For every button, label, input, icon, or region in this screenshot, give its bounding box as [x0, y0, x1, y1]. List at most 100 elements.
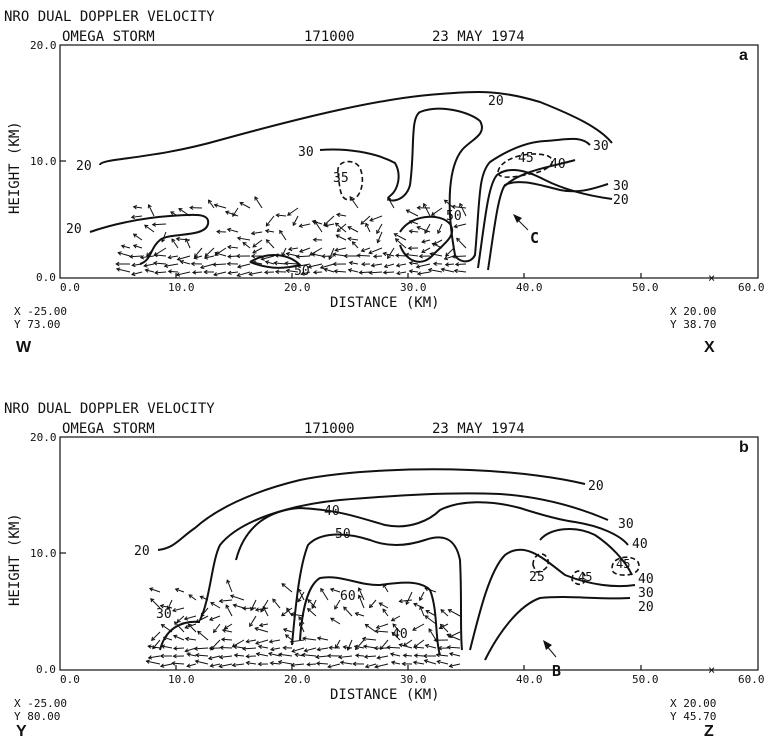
- wind-vector-head: [427, 267, 433, 273]
- wind-vector: [219, 599, 233, 602]
- wind-vector: [146, 660, 161, 665]
- wind-vector-head: [218, 654, 224, 660]
- wind-vector-head: [290, 662, 295, 668]
- wind-vector: [291, 663, 305, 666]
- wind-vector-head: [389, 652, 395, 657]
- wind-vector: [396, 271, 407, 275]
- wind-vector-head: [432, 261, 438, 266]
- wind-vector: [265, 261, 275, 265]
- wind-vector: [384, 263, 395, 268]
- wind-vector: [266, 239, 275, 249]
- wind-vector-head: [358, 270, 363, 275]
- wind-vector: [439, 623, 449, 629]
- wind-vector-head: [298, 616, 303, 621]
- panel-letter: a: [739, 47, 748, 64]
- wind-vector: [286, 253, 299, 257]
- wind-vector-head: [448, 663, 453, 668]
- ground-marker: ×: [708, 663, 715, 677]
- wind-vector: [232, 207, 239, 217]
- wind-vector: [314, 220, 323, 233]
- wind-vector: [391, 615, 401, 622]
- wind-vector-head: [184, 648, 189, 653]
- wind-vector: [121, 245, 131, 249]
- end-x-coord: X 20.00: [670, 697, 717, 710]
- wind-vector: [364, 655, 377, 658]
- x-tick-label: 10.0: [168, 281, 195, 294]
- wind-vector: [291, 647, 305, 653]
- wind-vector: [152, 223, 167, 226]
- wind-vector-head: [144, 224, 149, 229]
- wind-vector-head: [360, 248, 366, 253]
- wind-vector-head: [339, 660, 345, 665]
- contour-label: 40: [324, 504, 340, 519]
- wind-vector: [272, 598, 281, 609]
- wind-vector-head: [213, 203, 219, 208]
- wind-vector-head: [311, 219, 317, 225]
- wind-vector: [239, 202, 251, 209]
- wind-vector: [375, 630, 389, 633]
- wind-vector-head: [398, 598, 403, 604]
- contour-label: 45: [518, 151, 534, 166]
- wind-vector: [168, 255, 179, 259]
- y-tick-label: 10.0: [30, 547, 57, 560]
- x-tick-label: 50.0: [632, 673, 659, 686]
- wind-vector-head: [335, 212, 341, 218]
- wind-vector: [149, 588, 161, 593]
- wind-vector: [132, 263, 143, 266]
- wind-vector: [302, 654, 317, 657]
- wind-vector: [204, 247, 215, 257]
- end-y-coord: Y 45.70: [670, 710, 717, 723]
- panel-a-plot: × 20 20 20 30 30 35 45 40 30 20 50 50 C: [59, 44, 759, 285]
- wind-vector-head: [254, 607, 260, 612]
- wind-vector: [424, 587, 437, 593]
- wind-vector-head: [172, 634, 178, 639]
- wind-vector-head: [159, 663, 165, 668]
- wind-vector: [391, 661, 401, 665]
- wind-vector: [254, 196, 263, 209]
- wind-vector: [437, 660, 449, 665]
- wind-vector: [214, 204, 227, 209]
- wind-vector-head: [231, 643, 237, 648]
- wind-vector: [382, 584, 389, 593]
- wind-vector: [374, 663, 389, 668]
- wind-vector: [237, 271, 251, 277]
- wind-vector: [215, 252, 227, 257]
- wind-vector-head: [252, 249, 257, 254]
- wind-vector-head: [408, 229, 413, 234]
- wind-vector-head: [286, 211, 292, 216]
- wind-vector: [275, 254, 287, 257]
- wind-vector-head: [382, 251, 387, 257]
- wind-vector-head: [364, 623, 369, 628]
- wind-vector-head: [343, 253, 348, 259]
- wind-vector: [358, 587, 365, 601]
- wind-vector-head: [145, 659, 150, 664]
- wind-vector: [188, 623, 197, 633]
- wind-vector-head: [218, 598, 224, 604]
- wind-vector-head: [221, 628, 227, 633]
- wind-vector-head: [323, 221, 328, 226]
- wind-vector: [232, 663, 245, 666]
- wind-vector: [323, 215, 335, 226]
- wind-vector-head: [257, 644, 263, 650]
- wind-vector: [195, 660, 209, 665]
- wind-vector: [302, 637, 317, 641]
- wind-vector: [285, 262, 299, 265]
- wind-vector-head: [147, 203, 152, 209]
- wind-vector: [299, 622, 305, 633]
- wind-vector-head: [281, 612, 286, 617]
- wind-vector: [456, 237, 467, 249]
- wind-vector: [178, 208, 191, 217]
- wind-vector: [369, 271, 383, 274]
- wind-vector-head: [265, 222, 270, 227]
- wind-vector-head: [378, 602, 383, 607]
- wind-vector-head: [195, 618, 200, 623]
- panel-b-storm: OMEGA STORM: [62, 421, 155, 437]
- wind-vector-head: [213, 272, 218, 277]
- wind-vector-head: [224, 210, 230, 215]
- wind-vector: [396, 263, 407, 267]
- wind-vector: [185, 238, 191, 249]
- wind-vector-head: [160, 644, 166, 649]
- y-tick-label: 0.0: [36, 271, 56, 284]
- wind-vector-head: [272, 598, 277, 603]
